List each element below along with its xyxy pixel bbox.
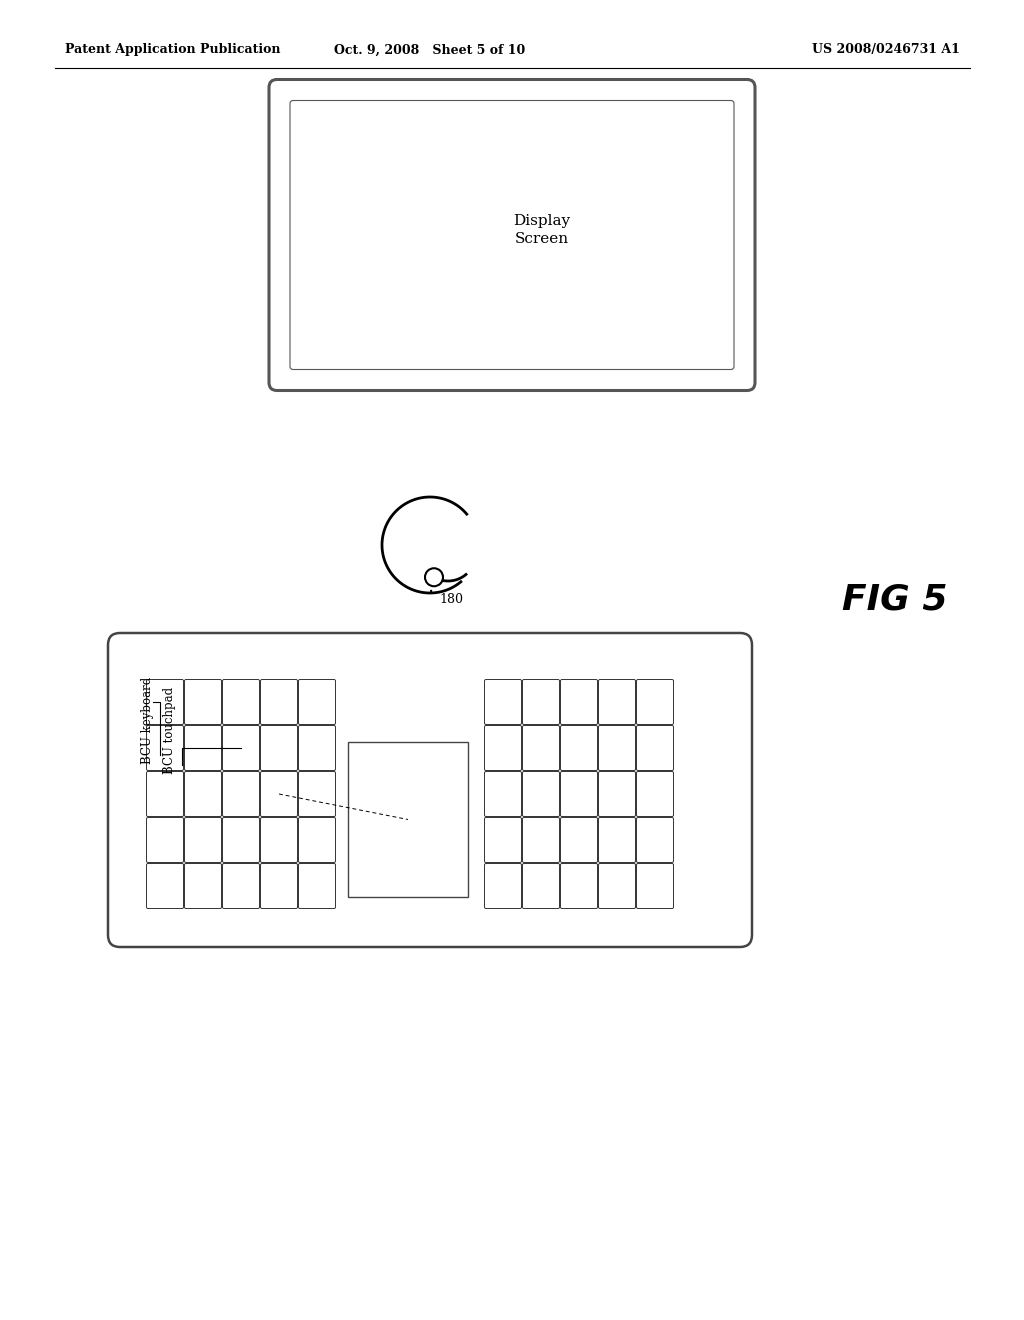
Text: Patent Application Publication: Patent Application Publication [65,44,281,57]
FancyBboxPatch shape [598,726,636,771]
Text: BCU touchpad: BCU touchpad [164,686,176,774]
FancyBboxPatch shape [146,771,183,817]
FancyBboxPatch shape [222,726,259,771]
Text: FIG 5: FIG 5 [843,583,948,616]
FancyBboxPatch shape [484,726,521,771]
FancyBboxPatch shape [560,863,597,908]
FancyBboxPatch shape [260,817,298,862]
FancyBboxPatch shape [222,771,259,817]
FancyBboxPatch shape [637,771,674,817]
Text: ·: · [428,582,434,602]
FancyBboxPatch shape [299,771,336,817]
FancyBboxPatch shape [146,863,183,908]
FancyBboxPatch shape [522,726,559,771]
FancyBboxPatch shape [637,817,674,862]
FancyBboxPatch shape [260,726,298,771]
FancyBboxPatch shape [484,680,521,725]
FancyBboxPatch shape [299,863,336,908]
Text: US 2008/0246731 A1: US 2008/0246731 A1 [812,44,961,57]
FancyBboxPatch shape [184,863,221,908]
FancyBboxPatch shape [484,817,521,862]
FancyBboxPatch shape [260,680,298,725]
FancyBboxPatch shape [598,771,636,817]
FancyBboxPatch shape [184,771,221,817]
FancyBboxPatch shape [146,726,183,771]
FancyBboxPatch shape [260,863,298,908]
FancyBboxPatch shape [108,634,752,946]
FancyBboxPatch shape [522,771,559,817]
Text: Display
Screen: Display Screen [513,214,570,247]
FancyBboxPatch shape [598,817,636,862]
FancyBboxPatch shape [184,680,221,725]
FancyBboxPatch shape [184,817,221,862]
FancyBboxPatch shape [522,680,559,725]
FancyBboxPatch shape [484,863,521,908]
FancyBboxPatch shape [222,817,259,862]
FancyBboxPatch shape [598,680,636,725]
Text: 180: 180 [439,593,463,606]
Text: Oct. 9, 2008   Sheet 5 of 10: Oct. 9, 2008 Sheet 5 of 10 [335,44,525,57]
FancyBboxPatch shape [290,100,734,370]
FancyBboxPatch shape [299,817,336,862]
FancyBboxPatch shape [222,863,259,908]
FancyBboxPatch shape [637,863,674,908]
FancyBboxPatch shape [560,771,597,817]
Bar [348,742,468,898]
FancyBboxPatch shape [222,680,259,725]
FancyBboxPatch shape [560,817,597,862]
FancyBboxPatch shape [522,863,559,908]
FancyBboxPatch shape [269,79,755,391]
FancyBboxPatch shape [522,817,559,862]
FancyBboxPatch shape [598,863,636,908]
FancyBboxPatch shape [560,726,597,771]
Circle shape [425,568,443,586]
FancyBboxPatch shape [299,680,336,725]
Text: BCU keyboard: BCU keyboard [141,676,155,764]
FancyBboxPatch shape [299,726,336,771]
FancyBboxPatch shape [637,726,674,771]
FancyBboxPatch shape [146,680,183,725]
FancyBboxPatch shape [560,680,597,725]
FancyBboxPatch shape [637,680,674,725]
FancyBboxPatch shape [484,771,521,817]
FancyBboxPatch shape [184,726,221,771]
FancyBboxPatch shape [146,817,183,862]
FancyBboxPatch shape [260,771,298,817]
